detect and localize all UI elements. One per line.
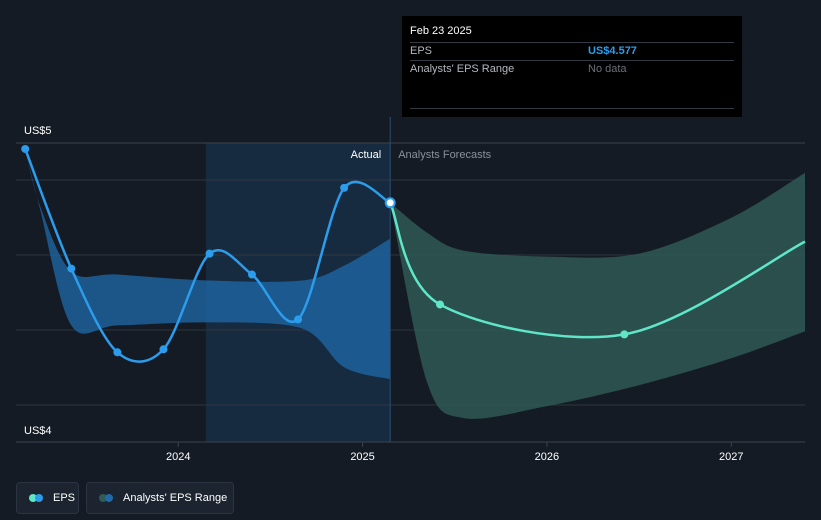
y-axis-label-bottom: US$4	[24, 425, 52, 437]
eps-actual-point	[159, 345, 168, 354]
tooltip-range-value: No data	[588, 63, 627, 75]
x-ticks: 2024 2025 2026 2027	[166, 442, 744, 463]
eps-actual-point	[67, 264, 76, 273]
x-tick-label: 2026	[535, 451, 559, 463]
tooltip-eps-label: EPS	[410, 45, 433, 57]
x-tick-label: 2027	[719, 451, 743, 463]
y-axis-label-top: US$5	[24, 125, 52, 137]
x-tick-label: 2024	[166, 451, 190, 463]
tooltip: Feb 23 2025 EPS US$4.577 Analysts' EPS R…	[402, 16, 742, 117]
tooltip-eps-row: EPS US$4.577	[410, 42, 734, 60]
legend-eps-label: EPS	[53, 492, 76, 504]
eps-forecast-line	[389, 202, 806, 339]
tooltip-range-label: Analysts' EPS Range	[410, 63, 515, 75]
tooltip-date: Feb 23 2025	[410, 25, 472, 37]
eps-actual-point	[294, 315, 303, 324]
tooltip-divider	[410, 108, 734, 109]
analyst-range-band-forecast	[390, 172, 805, 419]
range-legend-icon	[99, 494, 117, 502]
eps-forecast-point	[620, 330, 629, 339]
eps-actual-point	[340, 183, 349, 192]
eps-current-point	[384, 197, 396, 209]
forecast-section-label: Analysts Forecasts	[398, 149, 491, 161]
eps-actual-point	[21, 144, 30, 153]
tooltip-eps-value: US$4.577	[588, 45, 637, 57]
eps-actual-point	[205, 249, 214, 258]
eps-actual-point	[247, 270, 256, 279]
eps-actual-point	[113, 348, 122, 357]
legend-range-toggle[interactable]: Analysts' EPS Range	[86, 482, 234, 514]
x-tick-label: 2025	[350, 451, 374, 463]
legend-eps-toggle[interactable]: EPS	[16, 482, 79, 514]
tooltip-range-row: Analysts' EPS Range No data	[410, 60, 734, 78]
eps-forecast-point	[435, 300, 444, 309]
eps-legend-icon	[29, 494, 47, 502]
actual-section-label: Actual	[351, 149, 382, 161]
eps-points	[21, 144, 629, 357]
legend-range-label: Analysts' EPS Range	[123, 492, 228, 504]
